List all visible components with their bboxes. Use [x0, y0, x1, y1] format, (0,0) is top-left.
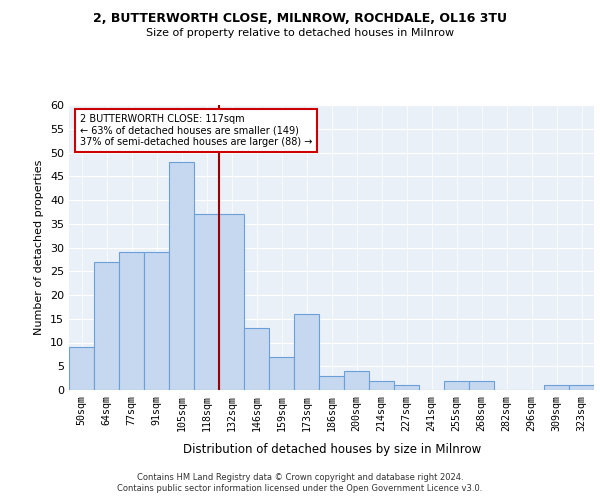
Text: Size of property relative to detached houses in Milnrow: Size of property relative to detached ho…	[146, 28, 454, 38]
Bar	[144, 252, 169, 390]
Text: Contains HM Land Registry data © Crown copyright and database right 2024.: Contains HM Land Registry data © Crown c…	[137, 472, 463, 482]
Bar	[544, 385, 569, 390]
Bar	[369, 380, 394, 390]
Bar	[344, 371, 369, 390]
Bar	[69, 347, 94, 390]
Bar	[294, 314, 319, 390]
Text: 2 BUTTERWORTH CLOSE: 117sqm
← 63% of detached houses are smaller (149)
37% of se: 2 BUTTERWORTH CLOSE: 117sqm ← 63% of det…	[79, 114, 312, 147]
Bar	[244, 328, 269, 390]
Bar	[119, 252, 144, 390]
Bar	[194, 214, 219, 390]
Bar	[319, 376, 344, 390]
Bar	[469, 380, 494, 390]
Text: Distribution of detached houses by size in Milnrow: Distribution of detached houses by size …	[182, 442, 481, 456]
Y-axis label: Number of detached properties: Number of detached properties	[34, 160, 44, 335]
Bar	[394, 385, 419, 390]
Bar	[269, 357, 294, 390]
Bar	[219, 214, 244, 390]
Bar	[444, 380, 469, 390]
Text: 2, BUTTERWORTH CLOSE, MILNROW, ROCHDALE, OL16 3TU: 2, BUTTERWORTH CLOSE, MILNROW, ROCHDALE,…	[93, 12, 507, 26]
Bar	[569, 385, 594, 390]
Bar	[94, 262, 119, 390]
Bar	[169, 162, 194, 390]
Text: Contains public sector information licensed under the Open Government Licence v3: Contains public sector information licen…	[118, 484, 482, 493]
